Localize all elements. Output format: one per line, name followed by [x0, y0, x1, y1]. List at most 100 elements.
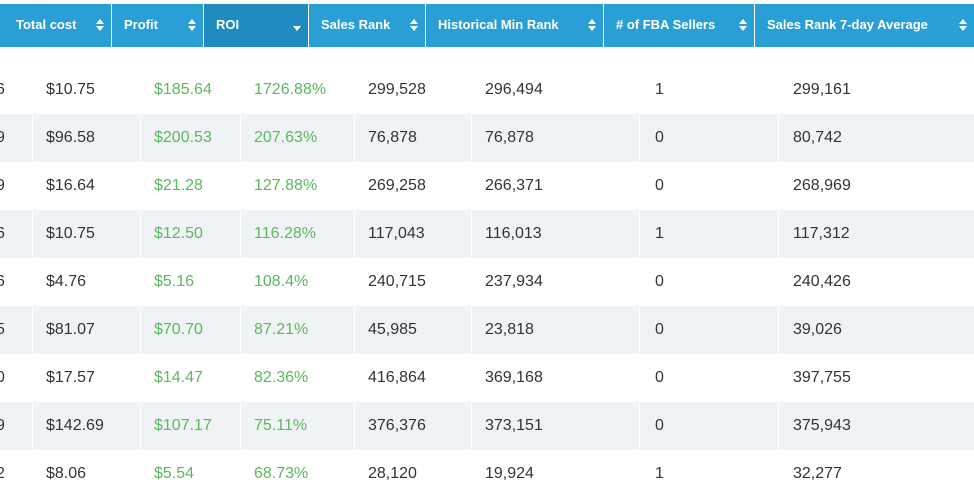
- sort-icon[interactable]: [588, 19, 596, 33]
- cell-fba-sellers: 0: [639, 354, 778, 402]
- cell-profit: $14.47: [140, 354, 240, 402]
- column-header-sales-rank-7day[interactable]: Sales Rank 7-day Average: [754, 4, 974, 47]
- cell-fba-sellers: 0: [639, 258, 778, 306]
- cell-historical-min-rank: 237,934: [471, 258, 639, 306]
- table-row[interactable]: 6 $4.76 $5.16 108.4% 240,715 237,934 0 240,426: [0, 258, 974, 306]
- table-row[interactable]: 2 $8.06 $5.54 68.73% 28,120 19,924 1 32,277: [0, 450, 974, 489]
- sort-icon[interactable]: [188, 19, 196, 33]
- cell-truncated: 9: [0, 177, 5, 194]
- table-row[interactable]: 9 $96.58 $200.53 207.63% 76,878 76,878 0 80,742: [0, 114, 974, 162]
- cell-roi: 108.4%: [240, 258, 354, 306]
- column-header-label: Sales Rank: [321, 17, 391, 32]
- cell-sales-rank-7day: 80,742: [778, 114, 970, 162]
- cell-sales-rank: 269,258: [354, 162, 471, 210]
- sort-icon[interactable]: [96, 19, 104, 33]
- cell-profit: $70.70: [140, 306, 240, 354]
- cell-sales-rank: 299,528: [354, 66, 471, 114]
- cell-total-cost: $17.57: [32, 354, 140, 402]
- cell-truncated: 9: [0, 417, 5, 434]
- cell-truncated: 0: [0, 369, 5, 386]
- cell-truncated: 6: [0, 81, 5, 98]
- cell-total-cost: $10.75: [32, 210, 140, 258]
- cell-total-cost: $8.06: [32, 450, 140, 489]
- column-header-historical-min-rank[interactable]: Historical Min Rank: [425, 4, 603, 47]
- column-header-label: Historical Min Rank: [438, 17, 559, 32]
- column-header-profit[interactable]: Profit: [111, 4, 203, 47]
- cell-historical-min-rank: 76,878: [471, 114, 639, 162]
- cell-sales-rank-7day: 117,312: [778, 210, 970, 258]
- column-header-total-cost[interactable]: Total cost: [0, 4, 111, 47]
- cell-roi: 116.28%: [240, 210, 354, 258]
- column-header-label: Total cost: [16, 17, 77, 32]
- cell-total-cost: $10.75: [32, 66, 140, 114]
- cell-truncated: 2: [0, 465, 5, 482]
- cell-roi: 75.11%: [240, 402, 354, 450]
- table-row[interactable]: 0 $17.57 $14.47 82.36% 416,864 369,168 0 397,75…: [0, 354, 974, 402]
- cell-profit: $185.64: [140, 66, 240, 114]
- cell-sales-rank-7day: 397,755: [778, 354, 970, 402]
- table-row[interactable]: 9 $16.64 $21.28 127.88% 269,258 266,371 0 268,9…: [0, 162, 974, 210]
- table-row[interactable]: 6 $10.75 $12.50 116.28% 117,043 116,013 1 117,3…: [0, 210, 974, 258]
- sort-icon[interactable]: [410, 19, 418, 33]
- cell-sales-rank: 117,043: [354, 210, 471, 258]
- cell-sales-rank: 240,715: [354, 258, 471, 306]
- cell-fba-sellers: 1: [639, 450, 778, 489]
- cell-total-cost: $81.07: [32, 306, 140, 354]
- cell-truncated: 5: [0, 321, 5, 338]
- cell-historical-min-rank: 266,371: [471, 162, 639, 210]
- cell-roi: 87.21%: [240, 306, 354, 354]
- cell-fba-sellers: 0: [639, 306, 778, 354]
- cell-profit: $12.50: [140, 210, 240, 258]
- sort-descending-icon[interactable]: [293, 26, 301, 32]
- cell-fba-sellers: 0: [639, 162, 778, 210]
- cell-total-cost: $142.69: [32, 402, 140, 450]
- cell-historical-min-rank: 369,168: [471, 354, 639, 402]
- cell-total-cost: $96.58: [32, 114, 140, 162]
- column-header-roi[interactable]: ROI: [203, 4, 308, 47]
- cell-sales-rank-7day: 39,026: [778, 306, 970, 354]
- table-body: 6 $10.75 $185.64 1726.88% 299,528 296,494 1 299…: [0, 66, 974, 489]
- cell-sales-rank-7day: 32,277: [778, 450, 970, 489]
- cell-historical-min-rank: 23,818: [471, 306, 639, 354]
- cell-truncated: 6: [0, 273, 5, 290]
- table-row[interactable]: 9 $142.69 $107.17 75.11% 376,376 373,151 0 375,…: [0, 402, 974, 450]
- cell-profit: $5.16: [140, 258, 240, 306]
- column-header-label: Sales Rank 7-day Average: [767, 17, 928, 32]
- cell-sales-rank-7day: 240,426: [778, 258, 970, 306]
- cell-profit: $107.17: [140, 402, 240, 450]
- sort-icon[interactable]: [959, 19, 967, 33]
- cell-historical-min-rank: 373,151: [471, 402, 639, 450]
- cell-roi: 68.73%: [240, 450, 354, 489]
- table-row[interactable]: 6 $10.75 $185.64 1726.88% 299,528 296,494 1 299…: [0, 66, 974, 114]
- column-header-label: ROI: [216, 17, 240, 32]
- cell-fba-sellers: 0: [639, 114, 778, 162]
- cell-total-cost: $16.64: [32, 162, 140, 210]
- cell-roi: 207.63%: [240, 114, 354, 162]
- cell-total-cost: $4.76: [32, 258, 140, 306]
- cell-profit: $5.54: [140, 450, 240, 489]
- sort-icon[interactable]: [739, 19, 747, 33]
- cell-truncated: 9: [0, 129, 5, 146]
- column-header-fba-sellers[interactable]: # of FBA Sellers: [603, 4, 754, 47]
- cell-sales-rank: 28,120: [354, 450, 471, 489]
- cell-sales-rank: 416,864: [354, 354, 471, 402]
- cell-profit: $21.28: [140, 162, 240, 210]
- cell-historical-min-rank: 296,494: [471, 66, 639, 114]
- cell-fba-sellers: 1: [639, 66, 778, 114]
- column-header-label: Profit: [124, 17, 158, 32]
- cell-sales-rank-7day: 299,161: [778, 66, 970, 114]
- cell-historical-min-rank: 116,013: [471, 210, 639, 258]
- cell-profit: $200.53: [140, 114, 240, 162]
- cell-roi: 1726.88%: [240, 66, 354, 114]
- table-header: Total cost Profit ROI Sales Rank Histori…: [0, 4, 974, 47]
- cell-fba-sellers: 1: [639, 210, 778, 258]
- column-header-sales-rank[interactable]: Sales Rank: [308, 4, 425, 47]
- cell-sales-rank-7day: 268,969: [778, 162, 970, 210]
- column-header-label: # of FBA Sellers: [616, 17, 716, 32]
- cell-truncated: 6: [0, 225, 5, 242]
- cell-sales-rank-7day: 375,943: [778, 402, 970, 450]
- cell-sales-rank: 376,376: [354, 402, 471, 450]
- cell-fba-sellers: 0: [639, 402, 778, 450]
- table-row[interactable]: 5 $81.07 $70.70 87.21% 45,985 23,818 0 39,026: [0, 306, 974, 354]
- cell-roi: 82.36%: [240, 354, 354, 402]
